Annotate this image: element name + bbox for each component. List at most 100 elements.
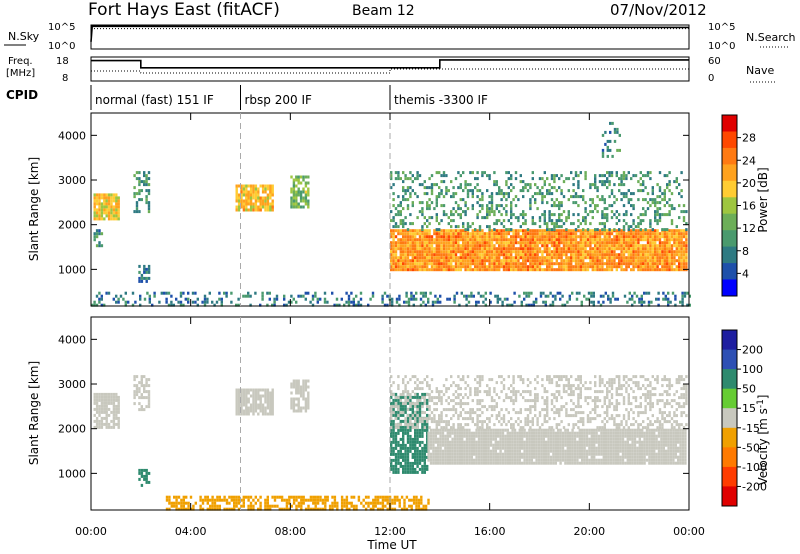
scatter-cell: [145, 183, 148, 187]
scatter-cell: [394, 461, 398, 465]
scatter-cell: [594, 259, 597, 263]
scatter-cell: [517, 247, 520, 251]
scatter-cell: [409, 186, 412, 190]
scatter-cell: [486, 210, 489, 214]
scatter-cell: [502, 229, 506, 233]
scatter-cell: [397, 244, 400, 248]
scatter-cell: [117, 416, 120, 420]
scatter-cell: [524, 183, 527, 187]
scatter-cell: [145, 195, 148, 199]
scatter-cell: [459, 216, 462, 220]
scatter-cell: [680, 250, 683, 254]
scatter-cell: [418, 395, 422, 399]
scatter-cell: [550, 256, 554, 260]
scatter-cell: [558, 268, 561, 272]
scatter-cell: [292, 397, 296, 401]
scatter-cell: [402, 189, 405, 193]
scatter-cell: [437, 452, 440, 456]
scatter-cell: [668, 268, 671, 272]
scatter-cell: [555, 256, 558, 260]
scatter-cell: [269, 184, 272, 188]
scatter-cell: [675, 244, 678, 248]
scatter-cell: [458, 452, 461, 456]
scatter-cell: [252, 202, 255, 206]
scatter-cell: [470, 458, 473, 462]
scatter-cell: [596, 244, 599, 248]
scatter-cell: [511, 452, 514, 456]
scatter-cell: [511, 461, 514, 465]
scatter-cell: [95, 196, 99, 200]
scatter-cell: [531, 229, 534, 233]
scatter-cell: [617, 431, 620, 435]
scatter-cell: [295, 391, 298, 395]
scatter-cell: [639, 250, 642, 254]
scatter-cell: [249, 199, 253, 203]
scatter-cell: [610, 247, 614, 251]
scatter-cell: [519, 250, 522, 254]
scatter-cell: [606, 238, 609, 242]
scatter-cell: [475, 449, 478, 453]
scatter-cell: [566, 428, 569, 432]
scatter-cell: [439, 455, 442, 459]
scatter-cell: [549, 428, 553, 432]
scatter-cell: [489, 449, 493, 453]
scatter-cell: [435, 268, 438, 272]
scatter-cell: [583, 440, 586, 444]
scatter-cell: [606, 244, 609, 248]
scatter-cell: [490, 247, 494, 251]
scatter-cell: [264, 187, 267, 191]
scatter-cell: [302, 406, 305, 410]
scatter-cell: [105, 211, 108, 215]
scatter-cell: [392, 219, 395, 223]
scatter-cell: [476, 250, 479, 254]
scatter-cell: [469, 268, 472, 272]
scatter-cell: [566, 461, 569, 465]
scatter-cell: [299, 193, 303, 197]
scatter-cell: [670, 262, 674, 266]
scatter-cell: [685, 247, 688, 251]
scatter-cell: [549, 303, 552, 307]
scatter-cell: [474, 232, 477, 236]
scatter-cell: [355, 303, 358, 307]
scatter-cell: [610, 241, 614, 245]
scatter-cell: [621, 446, 625, 450]
scatter-cell: [627, 171, 630, 175]
scatter-cell: [307, 385, 310, 389]
scatter-cell: [541, 253, 544, 257]
scatter-cell: [117, 211, 120, 215]
scatter-cell: [435, 244, 438, 248]
scatter-cell: [464, 259, 467, 263]
scatter-cell: [488, 241, 491, 245]
scatter-cell: [249, 394, 253, 398]
scatter-cell: [245, 400, 248, 404]
scatter-cell: [678, 216, 681, 220]
scatter-cell: [504, 428, 507, 432]
scatter-cell: [145, 378, 148, 382]
scatter-cell: [621, 458, 625, 462]
scatter-cell: [304, 400, 308, 404]
scatter-cell: [656, 201, 659, 205]
scatter-cell: [404, 268, 407, 272]
scatter-cell: [271, 388, 274, 392]
scatter-cell: [678, 247, 681, 251]
scatter-cell: [247, 291, 250, 295]
scatter-cell: [512, 232, 515, 236]
scatter-cell: [615, 216, 618, 220]
scatter-cell: [394, 259, 398, 263]
scatter-cell: [203, 294, 207, 298]
scatter-cell: [392, 225, 395, 229]
scatter-cell: [426, 265, 429, 269]
scatter-cell: [292, 187, 296, 191]
scatter-cell: [457, 213, 460, 217]
scatter-cell: [485, 443, 488, 447]
scatter-cell: [335, 303, 339, 307]
scatter-cell: [402, 265, 405, 269]
scatter-cell: [426, 398, 429, 402]
scatter-cell: [494, 440, 497, 444]
scatter-cell: [440, 174, 443, 178]
scatter-cell: [499, 297, 502, 301]
scatter-cell: [510, 213, 513, 217]
scatter-cell: [656, 210, 659, 214]
scatter-cell: [457, 247, 460, 251]
scatter-cell: [521, 437, 524, 441]
